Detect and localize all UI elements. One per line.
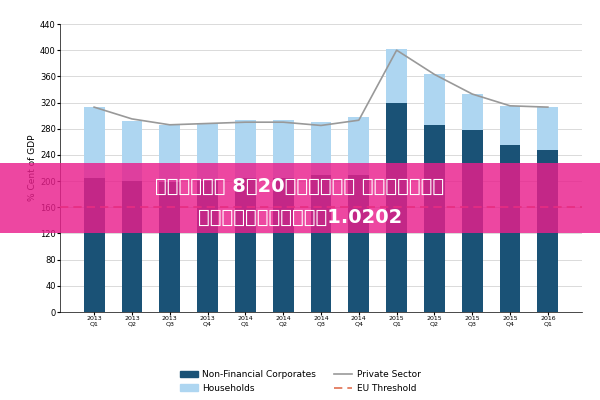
- Bar: [273, 178, 293, 312]
- Bar: [538, 107, 558, 150]
- Bar: [538, 150, 558, 312]
- Bar: [84, 178, 104, 312]
- Bar: [500, 145, 520, 312]
- Bar: [462, 130, 482, 312]
- Bar: [500, 106, 520, 145]
- Bar: [273, 120, 293, 178]
- Bar: [122, 121, 142, 181]
- Bar: [386, 49, 407, 102]
- Bar: [311, 174, 331, 312]
- Bar: [197, 181, 218, 312]
- Bar: [84, 107, 104, 178]
- Bar: [424, 126, 445, 312]
- Bar: [311, 122, 331, 174]
- Text: 股票杆杆叠加 8月20日基金净値： 渤海汇金兴宸一: 股票杆杆叠加 8月20日基金净値： 渤海汇金兴宸一: [155, 176, 445, 196]
- Bar: [235, 178, 256, 312]
- Bar: [122, 181, 142, 312]
- Bar: [160, 125, 180, 182]
- Legend: Non-Financial Corporates, Households, Private Sector, EU Threshold: Non-Financial Corporates, Households, Pr…: [177, 368, 423, 396]
- Y-axis label: % Cent of GDP: % Cent of GDP: [28, 135, 37, 201]
- Bar: [235, 120, 256, 178]
- Bar: [424, 74, 445, 126]
- Bar: [349, 174, 369, 312]
- Bar: [386, 102, 407, 312]
- Bar: [462, 94, 482, 130]
- Bar: [160, 182, 180, 312]
- Bar: [349, 117, 369, 174]
- Bar: [197, 124, 218, 181]
- Text: 年定开债券发起最新净値1.0202: 年定开债券发起最新净値1.0202: [198, 208, 402, 228]
